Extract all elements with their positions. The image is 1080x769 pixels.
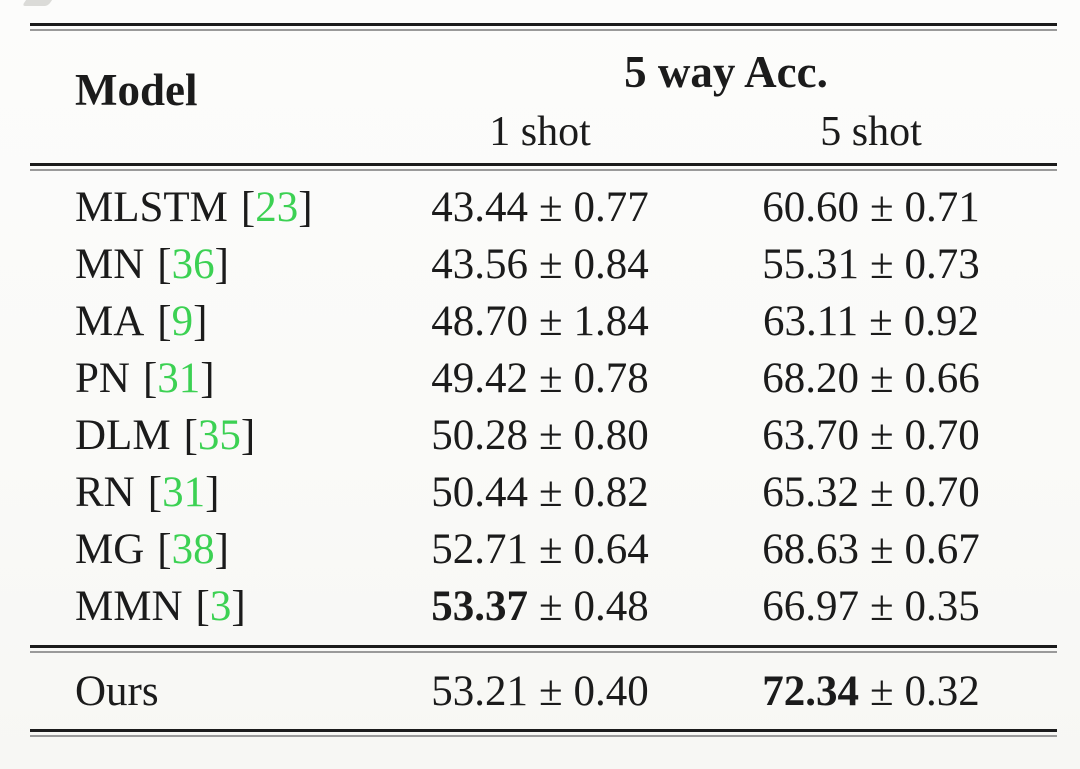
plus-minus-sign: ± (869, 583, 894, 630)
value-cell-1shot: 50.28 ±0.80 (431, 412, 649, 459)
column-header-5shot: 5 shot (820, 109, 922, 155)
value-cell-5shot: 65.32 ±0.70 (762, 469, 980, 516)
plus-minus-sign: ± (538, 526, 563, 573)
value-cell-1shot: 50.44 ±0.82 (431, 469, 649, 516)
value-cell-1shot: 53.21 ±0.40 (431, 667, 649, 715)
header-separator-rule (30, 163, 1057, 171)
table-row-rn: RN [31] 50.44 ±0.82 65.32 ±0.70 (30, 464, 1057, 521)
value-cell-5shot: 63.11 ±0.92 (762, 298, 979, 345)
bracket-open: [ (157, 526, 172, 573)
citation-number: 9 (171, 298, 194, 345)
table-row-mmn: MMN [3] 53.37 ±0.48 66.97 ±0.35 (30, 578, 1057, 635)
plus-minus-sign: ± (869, 355, 894, 402)
citation-number: 36 (171, 241, 215, 288)
table-row-mg: MG [38] 52.71 ±0.64 68.63 ±0.67 (30, 521, 1057, 578)
bracket-open: [ (142, 355, 158, 402)
plus-minus-sign: ± (538, 241, 563, 288)
model-name-cell: MLSTM [23] (75, 184, 313, 231)
value-cell-1shot: 48.70 ±1.84 (431, 298, 649, 345)
column-header-1shot: 1 shot (489, 109, 591, 155)
citation-number: 31 (157, 355, 201, 402)
plus-minus-sign: ± (869, 667, 894, 715)
value-cell-5shot: 68.20 ±0.66 (762, 355, 980, 402)
plus-minus-sign: ± (869, 412, 894, 459)
plus-minus-sign: ± (869, 298, 893, 345)
table-header: Model 5 way Acc. 1 shot 5 shot (30, 31, 1057, 163)
value-cell-5shot: 63.70 ±0.70 (762, 412, 980, 459)
citation-number: 35 (197, 412, 241, 459)
model-name-cell: MG [38] (75, 526, 229, 573)
plus-minus-sign: ± (538, 355, 563, 402)
bracket-close: ] (240, 412, 256, 459)
ours-separator-rule (30, 645, 1057, 653)
model-name-cell: MN [36] (75, 241, 229, 288)
bracket-close: ] (298, 184, 313, 231)
model-name-cell: PN [31] (75, 355, 215, 402)
table-row-mlstm: MLSTM [23] 43.44 ±0.77 60.60 ±0.71 (30, 179, 1057, 236)
model-name-cell: DLM [35] (75, 412, 256, 459)
bracket-open: [ (195, 583, 210, 630)
value-cell-5shot: 60.60 ±0.71 (762, 184, 980, 231)
citation-number: 31 (162, 469, 206, 516)
bracket-close: ] (200, 355, 215, 402)
value-cell-5shot: 68.63 ±0.67 (762, 526, 980, 573)
value-cell-1shot: 53.37 ±0.48 (431, 583, 649, 630)
plus-minus-sign: ± (869, 526, 894, 573)
plus-minus-sign: ± (869, 241, 894, 288)
bracket-open: [ (240, 184, 256, 231)
plus-minus-sign: ± (538, 583, 563, 630)
model-name-cell: Ours (75, 667, 159, 715)
table-top-rule (30, 23, 1057, 31)
value-cell-1shot: 52.71 ±0.64 (431, 526, 649, 573)
table-row-pn: PN [31] 49.42 ±0.78 68.20 ±0.66 (30, 350, 1057, 407)
bracket-open: [ (183, 412, 198, 459)
plus-minus-sign: ± (538, 184, 563, 231)
table-bottom-rule (30, 729, 1057, 737)
model-name-cell: MMN [3] (75, 583, 246, 630)
column-header-model: Model (75, 64, 198, 115)
bracket-open: [ (147, 469, 163, 516)
table-row-dlm: DLM [35] 50.28 ±0.80 63.70 ±0.70 (30, 407, 1057, 464)
plus-minus-sign: ± (538, 412, 563, 459)
table-row-ma: MA [9] 48.70 ±1.84 63.11 ±0.92 (30, 293, 1057, 350)
cropped-text-artifact (21, 0, 53, 6)
value-cell-5shot: 55.31 ±0.73 (762, 241, 980, 288)
bracket-close: ] (205, 469, 220, 516)
bracket-open: [ (157, 298, 172, 345)
citation-number: 3 (209, 583, 232, 630)
value-cell-1shot: 49.42 ±0.78 (431, 355, 649, 402)
value-cell-1shot: 43.56 ±0.84 (431, 241, 649, 288)
bracket-close: ] (214, 241, 229, 288)
table-row-ours: Ours 53.21 ±0.40 72.34 ±0.32 (30, 653, 1057, 729)
value-cell-5shot: 72.34 ±0.32 (762, 667, 980, 715)
bracket-open: [ (157, 241, 172, 288)
plus-minus-sign: ± (538, 667, 563, 715)
citation-number: 23 (255, 184, 299, 231)
column-group-header-5way-acc: 5 way Acc. (624, 47, 828, 97)
table-body: MLSTM [23] 43.44 ±0.77 60.60 ±0.71 MN [36] 4… (30, 171, 1057, 645)
plus-minus-sign: ± (538, 469, 563, 516)
model-name-cell: MA [9] (75, 298, 208, 345)
plus-minus-sign: ± (869, 184, 894, 231)
plus-minus-sign: ± (538, 298, 563, 345)
plus-minus-sign: ± (869, 469, 894, 516)
bracket-close: ] (193, 298, 208, 345)
citation-number: 38 (171, 526, 215, 573)
bracket-close: ] (214, 526, 229, 573)
value-cell-1shot: 43.44 ±0.77 (431, 184, 649, 231)
value-cell-5shot: 66.97 ±0.35 (762, 583, 980, 630)
table-row-mn: MN [36] 43.56 ±0.84 55.31 ±0.73 (30, 236, 1057, 293)
bracket-close: ] (231, 583, 246, 630)
model-name-cell: RN [31] (75, 469, 220, 516)
results-table: Model 5 way Acc. 1 shot 5 shot MLSTM [23]… (30, 23, 1057, 737)
